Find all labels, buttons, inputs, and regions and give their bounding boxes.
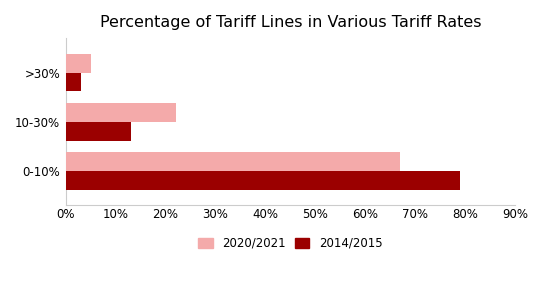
Bar [66, 103, 175, 122]
Legend: 2020/2021, 2014/2015: 2020/2021, 2014/2015 [198, 237, 382, 250]
Bar [66, 122, 130, 141]
Bar [66, 54, 91, 72]
Bar [66, 72, 81, 91]
Bar [66, 171, 460, 190]
Bar [66, 152, 400, 171]
Title: Percentage of Tariff Lines in Various Tariff Rates: Percentage of Tariff Lines in Various Ta… [99, 15, 481, 30]
